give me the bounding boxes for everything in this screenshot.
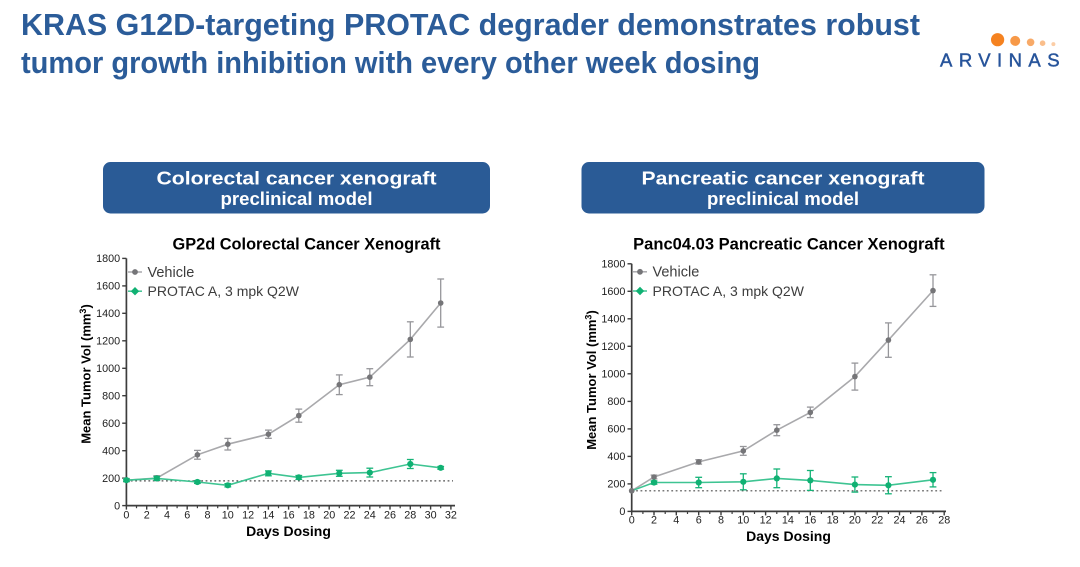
svg-text:4: 4: [673, 514, 679, 526]
svg-text:10: 10: [222, 510, 234, 522]
svg-text:Vehicle: Vehicle: [653, 265, 700, 281]
svg-text:10: 10: [737, 514, 749, 526]
svg-text:PROTAC A, 3 mpk Q2W: PROTAC A, 3 mpk Q2W: [148, 283, 300, 299]
svg-text:Panc04.03 Pancreatic Cancer Xe: Panc04.03 Pancreatic Cancer Xenograft: [633, 235, 945, 254]
svg-text:1200: 1200: [601, 341, 625, 353]
svg-text:26: 26: [916, 514, 928, 526]
svg-text:1000: 1000: [601, 369, 625, 381]
svg-text:6: 6: [696, 514, 702, 526]
svg-text:2: 2: [651, 514, 657, 526]
svg-text:KRAS G12D-targeting PROTAC deg: KRAS G12D-targeting PROTAC degrader demo…: [21, 8, 920, 42]
svg-text:0: 0: [629, 514, 635, 526]
svg-text:1800: 1800: [96, 253, 120, 265]
svg-text:16: 16: [283, 510, 295, 522]
svg-text:1600: 1600: [96, 281, 120, 293]
svg-text:tumor growth inhibition with e: tumor growth inhibition with every other…: [21, 46, 760, 80]
svg-text:1000: 1000: [96, 363, 120, 375]
svg-text:800: 800: [607, 396, 625, 408]
svg-text:4: 4: [164, 510, 170, 522]
svg-text:14: 14: [262, 510, 274, 522]
svg-text:GP2d Colorectal Cancer Xenogra: GP2d Colorectal Cancer Xenograft: [173, 235, 441, 254]
svg-text:30: 30: [425, 510, 437, 522]
svg-text:400: 400: [607, 451, 625, 463]
svg-text:24: 24: [893, 514, 905, 526]
svg-text:24: 24: [364, 510, 376, 522]
svg-text:6: 6: [184, 510, 190, 522]
svg-text:200: 200: [607, 479, 625, 491]
svg-text:Colorectal cancer xenograft: Colorectal cancer xenograft: [157, 168, 437, 188]
svg-text:Vehicle: Vehicle: [148, 265, 195, 281]
svg-text:200: 200: [102, 473, 120, 485]
svg-text:2: 2: [144, 510, 150, 522]
svg-text:28: 28: [938, 514, 950, 526]
svg-text:12: 12: [242, 510, 254, 522]
svg-text:0: 0: [619, 506, 625, 518]
svg-text:28: 28: [404, 510, 416, 522]
svg-text:1400: 1400: [96, 308, 120, 320]
svg-text:14: 14: [782, 514, 794, 526]
svg-text:16: 16: [804, 514, 816, 526]
svg-text:600: 600: [102, 418, 120, 430]
svg-text:1400: 1400: [601, 314, 625, 326]
svg-text:Mean Tumor Vol (mm3): Mean Tumor Vol (mm3): [78, 304, 94, 444]
svg-text:12: 12: [760, 514, 772, 526]
svg-text:20: 20: [323, 510, 335, 522]
svg-text:Days Dosing: Days Dosing: [246, 523, 331, 539]
svg-text:preclinical model: preclinical model: [221, 189, 373, 209]
svg-text:600: 600: [607, 424, 625, 436]
svg-text:18: 18: [303, 510, 315, 522]
svg-text:8: 8: [204, 510, 210, 522]
svg-text:Mean Tumor Vol (mm3): Mean Tumor Vol (mm3): [584, 310, 600, 450]
svg-text:32: 32: [445, 510, 457, 522]
svg-text:Days Dosing: Days Dosing: [746, 528, 831, 544]
svg-text:preclinical model: preclinical model: [707, 189, 859, 209]
svg-text:Pancreatic cancer xenograft: Pancreatic cancer xenograft: [642, 168, 925, 188]
svg-text:8: 8: [718, 514, 724, 526]
svg-text:26: 26: [384, 510, 396, 522]
svg-text:18: 18: [827, 514, 839, 526]
svg-text:20: 20: [849, 514, 861, 526]
svg-text:22: 22: [343, 510, 355, 522]
svg-text:ARVINAS: ARVINAS: [940, 49, 1060, 70]
svg-text:1200: 1200: [96, 336, 120, 348]
svg-text:0: 0: [123, 510, 129, 522]
svg-text:22: 22: [871, 514, 883, 526]
svg-text:1800: 1800: [601, 259, 625, 271]
svg-text:PROTAC A, 3 mpk Q2W: PROTAC A, 3 mpk Q2W: [653, 283, 805, 299]
svg-text:800: 800: [102, 390, 120, 402]
svg-text:400: 400: [102, 445, 120, 457]
svg-text:0: 0: [114, 500, 120, 512]
svg-text:1600: 1600: [601, 286, 625, 298]
